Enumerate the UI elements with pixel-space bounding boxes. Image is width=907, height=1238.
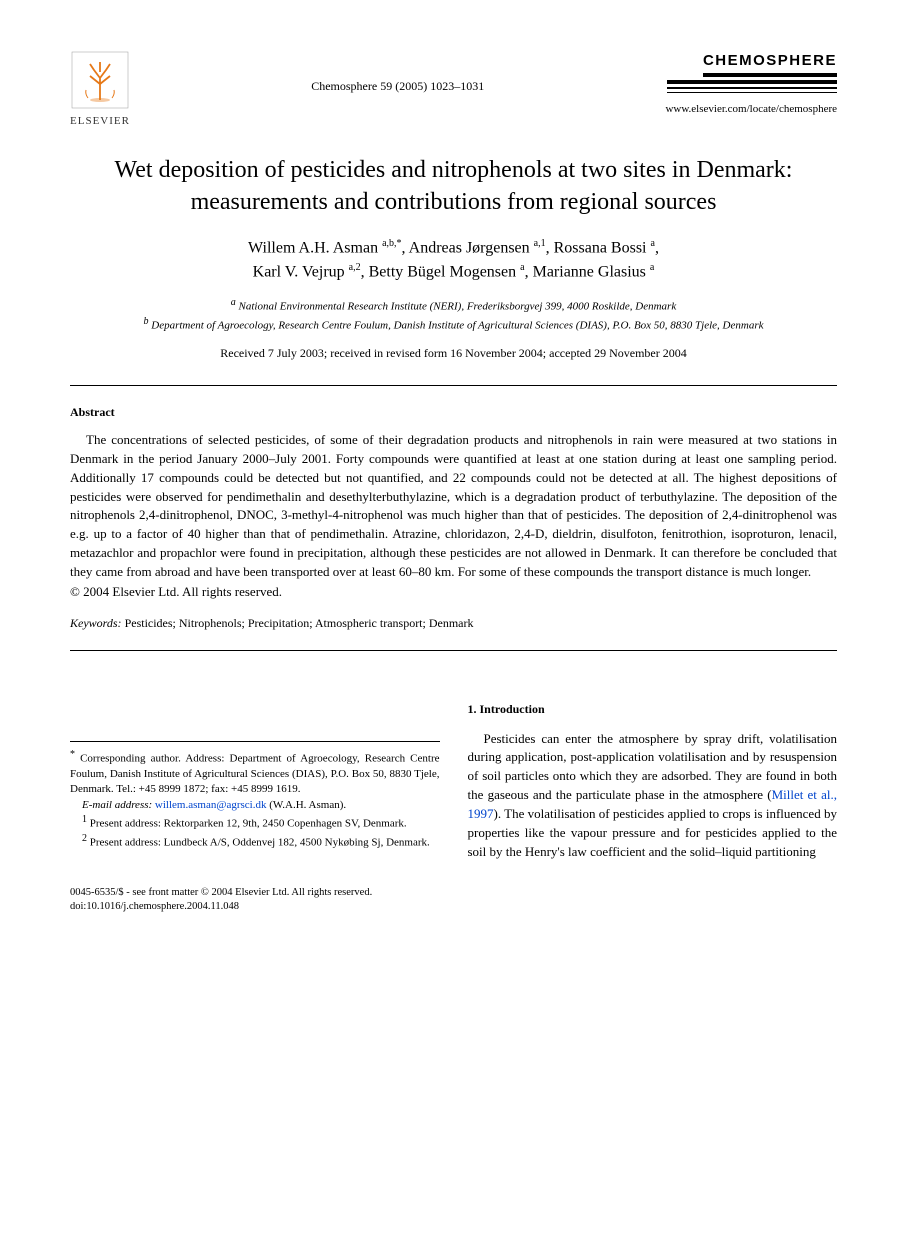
publisher-name: ELSEVIER <box>70 114 130 129</box>
affil-text: National Environmental Research Institut… <box>236 301 676 313</box>
article-title: Wet deposition of pesticides and nitroph… <box>70 155 837 217</box>
copyright-line: © 2004 Elsevier Ltd. All rights reserved… <box>70 583 837 601</box>
author-sep: , Rossana Bossi <box>546 239 651 256</box>
intro-paragraph: Pesticides can enter the atmosphere by s… <box>468 730 838 862</box>
publisher-logo: ELSEVIER <box>70 50 130 129</box>
right-column: 1. Introduction Pesticides can enter the… <box>468 701 838 862</box>
author-sup: a <box>650 262 654 273</box>
footer-doi: doi:10.1016/j.chemosphere.2004.11.048 <box>70 900 837 915</box>
two-column-body: * Corresponding author. Address: Departm… <box>70 701 837 862</box>
author-name: Karl V. Vejrup <box>253 263 349 280</box>
email-tail: (W.A.H. Asman). <box>266 799 346 811</box>
author-sup: a,2 <box>349 262 361 273</box>
divider <box>70 385 837 386</box>
intro-text: ). The volatilisation of pesticides appl… <box>468 806 838 859</box>
section-heading: 1. Introduction <box>468 701 838 718</box>
citation-line: Chemosphere 59 (2005) 1023–1031 <box>130 50 665 95</box>
author-sep: , Betty Bügel Mogensen <box>361 263 521 280</box>
keywords-label: Keywords: <box>70 616 122 630</box>
journal-box: CHEMOSPHERE www.elsevier.com/locate/chem… <box>665 50 837 117</box>
journal-name: CHEMOSPHERE <box>703 50 837 77</box>
affil-text: Department of Agroecology, Research Cent… <box>149 320 764 332</box>
footnote-text: Corresponding author. Address: Departmen… <box>70 753 440 796</box>
left-column: * Corresponding author. Address: Departm… <box>70 701 440 862</box>
footnotes-block: * Corresponding author. Address: Departm… <box>70 741 440 851</box>
journal-bars-icon <box>667 80 837 96</box>
author-sep: , Andreas Jørgensen <box>402 239 534 256</box>
email-link[interactable]: willem.asman@agrsci.dk <box>155 799 267 811</box>
abstract-heading: Abstract <box>70 404 837 421</box>
keywords-line: Keywords: Pesticides; Nitrophenols; Prec… <box>70 615 837 632</box>
affiliations: a National Environmental Research Instit… <box>70 296 837 334</box>
footer-block: 0045-6535/$ - see front matter © 2004 El… <box>70 886 837 915</box>
email-label: E-mail address: <box>82 799 155 811</box>
authors-block: Willem A.H. Asman a,b,*, Andreas Jørgens… <box>70 236 837 285</box>
abstract-body: The concentrations of selected pesticide… <box>70 431 837 582</box>
footnote-text: Present address: Lundbeck A/S, Oddenvej … <box>87 837 430 849</box>
journal-url[interactable]: www.elsevier.com/locate/chemosphere <box>665 102 837 117</box>
author-sup: a,1 <box>534 238 546 249</box>
divider <box>70 650 837 651</box>
footer-front-matter: 0045-6535/$ - see front matter © 2004 El… <box>70 886 837 901</box>
author-name: Willem A.H. Asman <box>248 239 382 256</box>
keywords-text: Pesticides; Nitrophenols; Precipitation;… <box>122 616 474 630</box>
author-sep: , Marianne Glasius <box>525 263 650 280</box>
author-sep: , <box>655 239 659 256</box>
received-dates: Received 7 July 2003; received in revise… <box>70 345 837 362</box>
elsevier-tree-icon <box>70 50 130 110</box>
author-sup: a,b,* <box>382 238 401 249</box>
footnote-text: Present address: Rektorparken 12, 9th, 2… <box>87 818 407 830</box>
header-row: ELSEVIER Chemosphere 59 (2005) 1023–1031… <box>70 50 837 129</box>
